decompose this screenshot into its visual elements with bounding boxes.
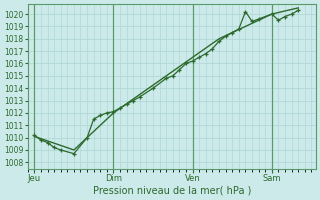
X-axis label: Pression niveau de la mer( hPa ): Pression niveau de la mer( hPa ) [92, 186, 251, 196]
